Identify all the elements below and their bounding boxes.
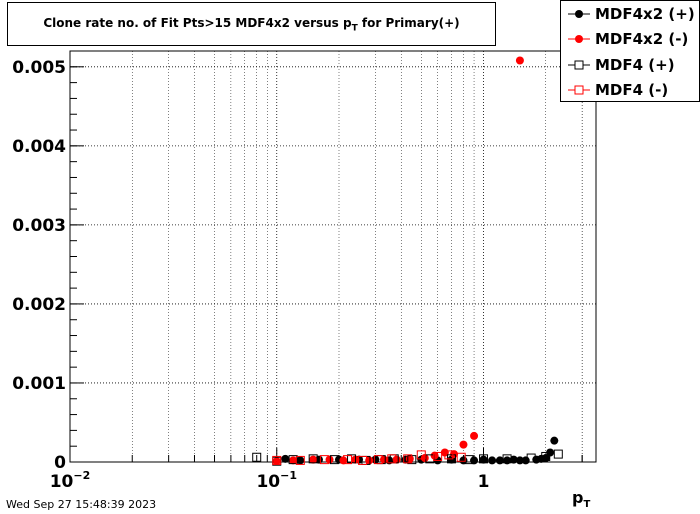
chart-title-box: Clone rate no. of Fit Pts>15 MDF4x2 vers… xyxy=(7,2,496,46)
x-tick-label: 10−2 xyxy=(50,469,91,492)
data-point xyxy=(329,455,339,465)
x-axis-title-sub: T xyxy=(583,499,591,511)
data-point xyxy=(358,455,368,465)
grid-lines xyxy=(69,51,596,462)
legend-label: MDF4 (+) xyxy=(595,56,675,74)
x-axis-title: pT xyxy=(572,488,591,511)
y-tick-label: 0.005 xyxy=(12,58,66,78)
data-point xyxy=(470,431,479,440)
series-mdf4- xyxy=(252,449,563,466)
data-point xyxy=(479,455,488,464)
data-point xyxy=(521,456,530,465)
data-point xyxy=(343,455,353,465)
data-point xyxy=(281,454,290,463)
legend-label: MDF4x2 (-) xyxy=(595,30,689,48)
chart-title: Clone rate no. of Fit Pts>15 MDF4x2 vers… xyxy=(8,16,495,33)
data-point xyxy=(526,453,536,463)
data-point xyxy=(309,455,318,464)
data-point xyxy=(502,454,512,464)
data-point xyxy=(288,455,298,465)
chart-title-main: Clone rate no. of Fit Pts>15 MDF4x2 vers… xyxy=(43,16,352,30)
data-point xyxy=(403,454,413,464)
data-point xyxy=(515,56,524,65)
legend-label: MDF4x2 (+) xyxy=(595,5,695,23)
data-point xyxy=(289,456,298,465)
data-point xyxy=(416,450,426,460)
legend-entry-mdf4-minus: MDF4 (-) xyxy=(561,79,699,101)
timestamp: Wed Sep 27 15:48:39 2023 xyxy=(6,498,157,511)
data-point xyxy=(325,455,334,464)
chart-title-sub: T xyxy=(351,23,358,34)
data-point xyxy=(272,457,281,466)
data-point xyxy=(387,454,397,464)
y-tick-label: 0.003 xyxy=(12,216,66,236)
data-point xyxy=(272,455,282,465)
legend: MDF4x2 (+) MDF4x2 (-) MDF4 (+) MDF4 (-) xyxy=(560,0,700,102)
legend-entry-mdf4x2-plus: MDF4x2 (+) xyxy=(561,3,699,25)
y-tick-label: 0.002 xyxy=(12,295,66,315)
data-point xyxy=(444,450,454,460)
data-point xyxy=(379,455,388,464)
legend-entry-mdf4-plus: MDF4 (+) xyxy=(561,54,699,76)
data-point xyxy=(479,454,489,464)
x-tick-labels: 10−2 10−1 1 xyxy=(50,469,490,492)
y-tick-label: 0.004 xyxy=(12,137,66,157)
legend-label: MDF4 (-) xyxy=(595,81,669,99)
legend-entry-mdf4x2-minus: MDF4x2 (-) xyxy=(561,28,699,50)
x-tick-label: 10−1 xyxy=(256,469,297,492)
data-point xyxy=(515,456,524,465)
legend-marker-open-black xyxy=(568,60,590,70)
data-point xyxy=(550,436,559,445)
data-point xyxy=(459,440,468,449)
y-tick-label: 0.001 xyxy=(12,374,66,394)
data-point xyxy=(553,449,563,459)
legend-marker-filled-red xyxy=(568,35,590,43)
data-point xyxy=(308,454,318,464)
data-point xyxy=(470,456,479,465)
chart-title-suffix: for Primary(+) xyxy=(357,16,460,30)
data-point xyxy=(433,451,443,461)
data-point xyxy=(319,455,329,465)
legend-marker-open-red xyxy=(568,85,590,95)
x-tick-label: 1 xyxy=(478,472,490,492)
data-point xyxy=(495,456,504,465)
data-marks xyxy=(252,56,563,466)
data-point xyxy=(365,456,374,465)
data-point xyxy=(541,451,551,461)
data-point xyxy=(252,452,262,462)
data-point xyxy=(296,456,305,465)
plot-frame xyxy=(69,50,597,463)
y-tick-labels: 0 0.001 0.002 0.003 0.004 0.005 xyxy=(12,58,66,473)
data-point xyxy=(450,450,459,459)
data-point xyxy=(509,455,518,464)
series-mdf4- xyxy=(272,450,466,465)
data-point xyxy=(488,456,497,465)
data-point xyxy=(295,455,305,465)
data-point xyxy=(373,455,383,465)
data-point xyxy=(456,452,466,462)
legend-marker-filled-black xyxy=(568,10,590,18)
data-point xyxy=(430,451,439,460)
y-tick-label: 0 xyxy=(54,453,66,473)
